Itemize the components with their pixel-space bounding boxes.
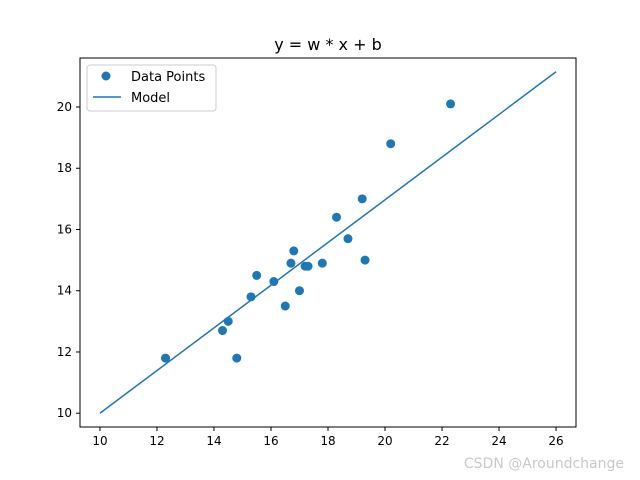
- x-tick-label: 24: [491, 434, 506, 448]
- data-point: [386, 139, 396, 149]
- model-line: [99, 71, 557, 414]
- y-tick-label: 16: [57, 222, 72, 236]
- x-tick-label: 10: [92, 434, 107, 448]
- x-tick-label: 18: [320, 434, 335, 448]
- data-point: [232, 353, 242, 363]
- data-point: [360, 255, 370, 265]
- data-point: [317, 258, 327, 268]
- data-point: [286, 258, 296, 268]
- y-tick-label: 10: [57, 406, 72, 420]
- data-point: [252, 270, 262, 280]
- x-tick-label: 20: [377, 434, 392, 448]
- x-tick-label: 16: [263, 434, 278, 448]
- legend: Data Points Model: [86, 64, 217, 112]
- y-tick-label: 12: [57, 345, 72, 359]
- chart-title: y = w * x + b: [274, 35, 382, 54]
- data-point: [246, 292, 256, 302]
- data-point: [223, 316, 233, 326]
- legend-scatter-marker: [101, 71, 111, 81]
- x-axis: 10 12 14 16 18 20 22 24 26: [92, 427, 564, 448]
- x-tick-label: 14: [206, 434, 221, 448]
- data-point: [332, 212, 342, 222]
- data-point: [343, 234, 353, 244]
- y-tick-label: 14: [57, 284, 72, 298]
- data-point: [161, 353, 171, 363]
- legend-box: [86, 64, 217, 112]
- x-tick-label: 12: [149, 434, 164, 448]
- y-tick-label: 18: [57, 161, 72, 175]
- x-tick-label: 22: [434, 434, 449, 448]
- data-point: [446, 99, 456, 109]
- x-tick-label: 26: [548, 434, 563, 448]
- legend-label-data-points: Data Points: [131, 70, 205, 85]
- y-tick-label: 20: [57, 100, 72, 114]
- plot-area: [99, 71, 557, 414]
- data-point: [303, 261, 313, 271]
- data-point: [269, 277, 279, 287]
- y-axis: 10 12 14 16 18 20: [57, 100, 80, 420]
- data-point: [289, 246, 299, 256]
- data-point: [357, 194, 367, 204]
- data-point: [280, 301, 290, 311]
- data-point: [218, 326, 228, 336]
- data-point: [294, 286, 304, 296]
- watermark-text: CSDN @Aroundchange: [464, 456, 624, 472]
- legend-label-model: Model: [131, 91, 170, 106]
